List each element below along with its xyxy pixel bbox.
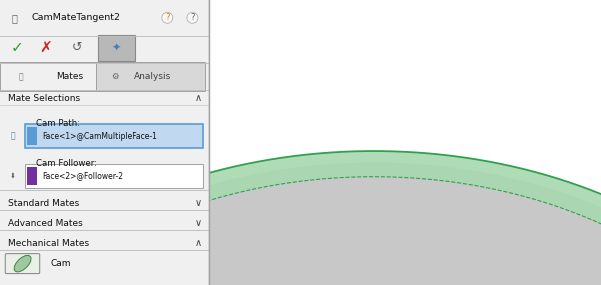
Bar <box>0 0 209 36</box>
Text: Mechanical Mates: Mechanical Mates <box>8 239 90 248</box>
Text: ✓: ✓ <box>10 40 23 55</box>
Text: ?: ? <box>190 13 195 22</box>
Text: Mate Selections: Mate Selections <box>8 94 81 103</box>
Text: 🔒: 🔒 <box>10 132 15 141</box>
Text: ∨: ∨ <box>195 218 203 228</box>
Text: Analysis: Analysis <box>134 72 171 81</box>
Text: CamMateTangent2: CamMateTangent2 <box>31 13 120 22</box>
Text: Cam Follower:: Cam Follower: <box>35 159 97 168</box>
Text: Cam Follower: Cam Follower <box>0 284 1 285</box>
Text: ⬇: ⬇ <box>10 173 16 179</box>
FancyBboxPatch shape <box>25 124 203 148</box>
Text: ∧: ∧ <box>195 93 203 103</box>
FancyBboxPatch shape <box>5 254 40 274</box>
Bar <box>27 127 37 145</box>
Text: Mates: Mates <box>56 72 84 81</box>
Text: Face<1>@CamMultipleFace-1: Face<1>@CamMultipleFace-1 <box>42 132 157 141</box>
Ellipse shape <box>14 255 31 272</box>
Text: ?: ? <box>165 13 169 22</box>
Text: ✗: ✗ <box>40 40 52 55</box>
Text: ⚙: ⚙ <box>111 72 119 81</box>
Text: Standard Mates: Standard Mates <box>8 199 79 208</box>
Text: Cam: Cam <box>50 259 71 268</box>
FancyBboxPatch shape <box>99 35 135 61</box>
Polygon shape <box>0 162 601 285</box>
Text: ∨: ∨ <box>195 198 203 208</box>
Text: ∧: ∧ <box>195 238 203 248</box>
Text: Cam Path:: Cam Path: <box>35 119 80 129</box>
Bar <box>27 167 37 185</box>
FancyBboxPatch shape <box>25 164 203 188</box>
FancyBboxPatch shape <box>96 62 205 91</box>
Text: Advanced Mates: Advanced Mates <box>8 219 83 228</box>
Polygon shape <box>0 151 601 285</box>
Text: 🔗: 🔗 <box>11 13 17 23</box>
Text: Face<2>@Follower-2: Face<2>@Follower-2 <box>42 172 123 180</box>
Text: ↺: ↺ <box>72 41 82 54</box>
Text: 🔗: 🔗 <box>19 72 23 81</box>
Text: ✦: ✦ <box>112 43 121 53</box>
FancyBboxPatch shape <box>0 62 96 91</box>
